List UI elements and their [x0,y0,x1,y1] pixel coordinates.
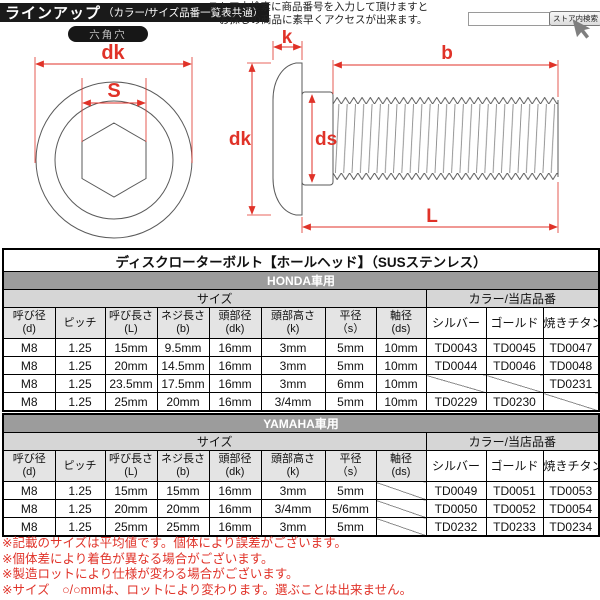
cell-empty [425,374,487,393]
col-header-pitch: ピッチ [54,450,106,482]
col-header-head-h: 頭部高さ (k) [260,450,326,482]
front-s-label: S [107,80,120,102]
head-outer-circle [35,81,193,239]
note-line: ※個体差により着色が異なる場合がございます。 [2,551,274,566]
hex-hole-pill: 六角穴 [68,26,148,42]
table-row: M8 1.25 25mm 25mm 16mm 3mm 5mm TD0232 TD0233 TD02… [2,517,600,537]
size-group-header: サイズ [2,432,427,451]
cell-empty [485,374,544,393]
cell-empty [375,499,427,518]
col-header-silver: シルバー [425,450,487,482]
col-header-flat: 平径 （s） [324,450,377,482]
col-header-gold: ゴールド [485,307,544,339]
col-header-thread: ネジ長さ (b) [156,307,210,339]
side-k-label: k [282,30,293,48]
cell-empty [375,517,427,537]
table-row: M8 1.25 23.5mm 17.5mm 16mm 3mm 6mm 10mm TD0231 [2,374,600,393]
size-group-header: サイズ [2,289,427,308]
front-dk-label: dk [101,42,125,64]
hex-socket [81,122,147,198]
col-header-titan: 焼きチタン [542,307,600,339]
col-header-thread: ネジ長さ (b) [156,450,210,482]
table-row: M8 1.25 15mm 15mm 16mm 3mm 5mm TD0049 TD0051 TD00… [2,481,600,500]
col-header-shaft: 軸径 (ds) [375,450,427,482]
col-header-head-h: 頭部高さ (k) [260,307,326,339]
col-header-length: 呼び長さ (L) [104,450,158,482]
note-line: ※サイズ ○/○mmは、ロットにより変わります。選ぶことは出来ません。 [2,582,413,597]
yamaha-table: YAMAHA車用 サイズ カラー/当店品番 呼び径 (d) ピッチ 呼び長さ (L)… [2,413,600,537]
side-view: k b dk ds L [229,30,559,233]
section-header-honda: HONDA車用 [2,271,600,290]
col-header-silver: シルバー [425,307,487,339]
color-group-header: カラー/当店品番 [425,289,600,308]
col-header-head-dia: 頭部径 (dk) [208,450,262,482]
column-header-row: 呼び径 (d) ピッチ 呼び長さ (L) ネジ長さ (b) 頭部径 (dk) 頭部高さ(… [2,307,600,339]
hex-hole-label: 六角穴 [89,28,127,41]
lineup-badge: ラインアップ （カラー/サイズ品番一覧表共通） [0,3,270,22]
side-l-label: L [426,206,438,227]
section-header-yamaha: YAMAHA車用 [2,413,600,433]
note-line: ※記載のサイズは平均値です。個体により誤差がございます。 [2,536,347,550]
col-header-flat: 平径 （s） [324,307,377,339]
search-hint-line2: お探しの商品に素早くアクセスが出来ます。 [219,14,428,26]
search-hint-text: ストア内検索に商品番号を入力して頂けますと お探しの商品に素早くアクセスが出来ま… [208,1,428,27]
front-view: dk S [34,42,193,239]
side-b-label: b [441,43,453,64]
side-ds-label: ds [315,129,337,150]
lineup-subtitle: （カラー/サイズ品番一覧表共通） [103,7,264,19]
table-row: M8 1.25 25mm 20mm 16mm 3/4mm 5mm 10mm TD0229 TD02… [2,392,600,412]
table-title: ディスクローターボルト【ホールヘッド】（SUSステンレス） [2,248,600,272]
notes: ※記載のサイズは平均値です。個体により誤差がございます。 ※個体差により着色が異… [2,536,412,598]
search-hint-line1: ストア内検索に商品番号を入力して頂けますと [208,1,429,13]
table-row: M8 1.25 15mm 9.5mm 16mm 3mm 5mm 10mm TD0043 TD004… [2,338,600,357]
cell-empty [542,392,600,412]
honda-table: ディスクローターボルト【ホールヘッド】（SUSステンレス） HONDA車用 サイ… [2,248,600,412]
head-inner-circle [54,100,174,220]
store-search-input[interactable] [468,12,550,26]
note-line: ※製造ロットにより仕様が変わる場合がございます。 [2,567,299,581]
bolt-thread [332,97,559,180]
side-dk-label: dk [229,129,252,150]
col-header-head-dia: 頭部径 (dk) [208,307,262,339]
color-group-header: カラー/当店品番 [425,432,600,451]
col-header-shaft: 軸径 (ds) [375,307,427,339]
lineup-title: ラインアップ [5,5,102,22]
col-header-gold: ゴールド [485,450,544,482]
col-header-d: 呼び径 (d) [2,450,56,482]
table-row: M8 1.25 20mm 14.5mm 16mm 3mm 5mm 10mm TD0044 TD00… [2,356,600,375]
cell-empty [375,481,427,500]
table-row: M8 1.25 20mm 20mm 16mm 3/4mm 5/6mm TD0050 TD0052… [2,499,600,518]
mouse-cursor-icon [572,19,591,39]
col-header-titan: 焼きチタン [542,450,600,482]
bolt-diagram: dk S k [34,30,559,239]
col-header-d: 呼び径 (d) [2,307,56,339]
column-header-row: 呼び径 (d) ピッチ 呼び長さ (L) ネジ長さ (b) 頭部径 (dk) 頭部高さ(… [2,450,600,482]
col-header-length: 呼び長さ (L) [104,307,158,339]
col-header-pitch: ピッチ [54,307,106,339]
bolt-head [272,62,303,216]
